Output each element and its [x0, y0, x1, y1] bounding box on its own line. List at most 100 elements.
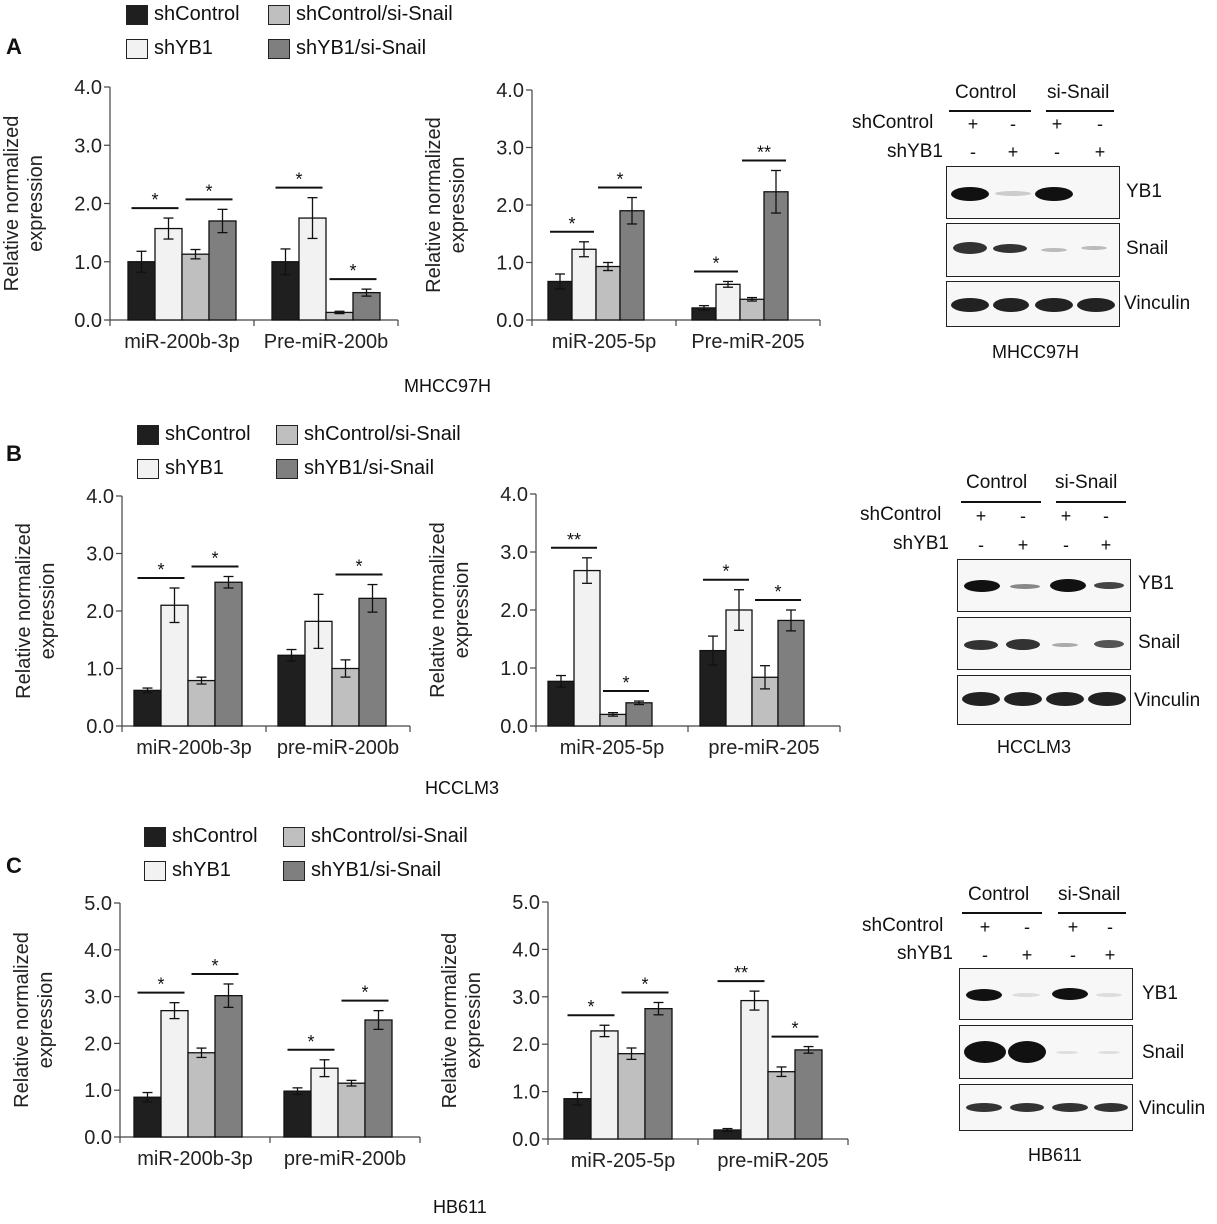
y-tick-label: 1.0 — [500, 658, 528, 680]
significance-label: * — [622, 673, 629, 693]
significance-label: * — [211, 549, 218, 569]
bar — [154, 227, 183, 321]
wb-group-label: Control — [968, 884, 1030, 905]
bar — [208, 220, 237, 321]
y-tick-label: 3.0 — [512, 987, 540, 1009]
blot-protein-label: Snail — [1126, 238, 1169, 259]
significance-label: * — [307, 1032, 314, 1052]
wb-group-underline — [961, 501, 1041, 503]
y-axis-label: expression — [451, 562, 473, 659]
wb-sign: + — [1067, 917, 1079, 937]
legend-label: shYB1 — [165, 457, 224, 479]
legend-label: shYB1 — [172, 859, 231, 881]
y-axis-label: expression — [463, 972, 485, 1069]
legend-item: shYB1/si-Snail — [268, 37, 426, 60]
significance-label: * — [587, 997, 594, 1017]
blot-protein-label: YB1 — [1142, 983, 1178, 1004]
cell-line-label: MHCC97H — [404, 376, 492, 396]
x-tick-label: pre-miR-205 — [717, 1150, 828, 1172]
legend-label: shControl/si-Snail — [311, 825, 468, 847]
wb-sign: + — [1051, 114, 1063, 134]
y-tick-label: 3.0 — [84, 987, 112, 1009]
x-tick-label: pre-miR-200b — [284, 1148, 406, 1170]
wb-sign: - — [1070, 945, 1076, 965]
x-tick-label: Pre-miR-205 — [691, 331, 804, 353]
y-tick-label: 4.0 — [74, 77, 102, 99]
wb-sign: - — [1024, 917, 1030, 937]
y-axis-label: Relative normalized — [13, 523, 35, 699]
wb-sign: + — [1017, 535, 1029, 555]
wb-group-label: si-Snail — [1055, 472, 1118, 493]
legend-label: shControl — [172, 825, 258, 847]
wb-group-underline — [1058, 912, 1126, 914]
wb-sign: + — [975, 506, 987, 526]
legend-swatch — [137, 424, 159, 445]
blot-yb1 — [959, 968, 1133, 1020]
wb-row-label: shYB1 — [887, 141, 943, 162]
legend-swatch — [144, 826, 166, 847]
blot-snail — [959, 1025, 1133, 1079]
y-tick-label: 1.0 — [84, 1080, 112, 1102]
legend-swatch — [283, 860, 305, 881]
y-tick-label: 2.0 — [74, 194, 102, 216]
y-tick-label: 1.0 — [74, 252, 102, 274]
blot-snail — [946, 223, 1120, 277]
blot-yb1 — [946, 166, 1120, 219]
legend-item: shYB1 — [137, 457, 224, 480]
x-tick-label: pre-miR-200b — [277, 737, 399, 759]
wb-sign: + — [1104, 945, 1116, 965]
x-tick-label: miR-200b-3p — [137, 1148, 253, 1170]
significance-label: * — [349, 261, 356, 281]
legend-label: shYB1/si-Snail — [296, 37, 427, 59]
y-tick-label: 2.0 — [500, 600, 528, 622]
significance-label: * — [157, 975, 164, 995]
y-axis-label: Relative normalized — [11, 932, 33, 1108]
wb-group-underline — [949, 110, 1031, 112]
blot-protein-label: Snail — [1142, 1042, 1185, 1063]
wb-sign: - — [1103, 506, 1109, 526]
significance-label: * — [568, 214, 575, 234]
blot-cell-line: MHCC97H — [992, 342, 1080, 362]
legend-swatch — [126, 4, 148, 25]
wb-sign: - — [1063, 535, 1069, 555]
bar — [364, 1019, 393, 1138]
panel-letter: B — [6, 441, 22, 466]
wb-row-label: shYB1 — [897, 943, 953, 964]
legend-swatch — [137, 458, 159, 479]
wb-sign: + — [1021, 945, 1033, 965]
significance-label: * — [151, 190, 158, 210]
bar — [337, 1082, 366, 1138]
wb-sign: - — [1097, 114, 1103, 134]
wb-group-underline — [962, 912, 1042, 914]
y-tick-label: 3.0 — [74, 135, 102, 157]
legend-item: shControl — [137, 423, 251, 446]
wb-sign: + — [967, 114, 979, 134]
significance-label: * — [355, 557, 362, 577]
wb-row-label: shControl — [862, 915, 944, 936]
legend-swatch — [276, 458, 298, 479]
y-tick-label: 2.0 — [496, 195, 524, 217]
significance-label: * — [157, 560, 164, 580]
legend-swatch — [283, 826, 305, 847]
significance-label: * — [774, 582, 781, 602]
y-tick-label: 4.0 — [86, 486, 114, 508]
bar — [794, 1049, 823, 1140]
y-tick-label: 2.0 — [512, 1034, 540, 1056]
blot-protein-label: Snail — [1138, 632, 1181, 653]
bar — [133, 689, 162, 727]
wb-group-underline — [1056, 501, 1126, 503]
bar — [644, 1008, 673, 1140]
y-tick-label: 2.0 — [86, 601, 114, 623]
legend-label: shControl/si-Snail — [304, 423, 461, 445]
significance-label: * — [791, 1019, 798, 1039]
bar — [595, 265, 621, 321]
blot-protein-label: Vinculin — [1124, 293, 1191, 314]
y-tick-label: 0.0 — [74, 310, 102, 332]
y-tick-label: 4.0 — [496, 80, 524, 102]
wb-sign: + — [1060, 506, 1072, 526]
y-tick-label: 2.0 — [84, 1033, 112, 1055]
